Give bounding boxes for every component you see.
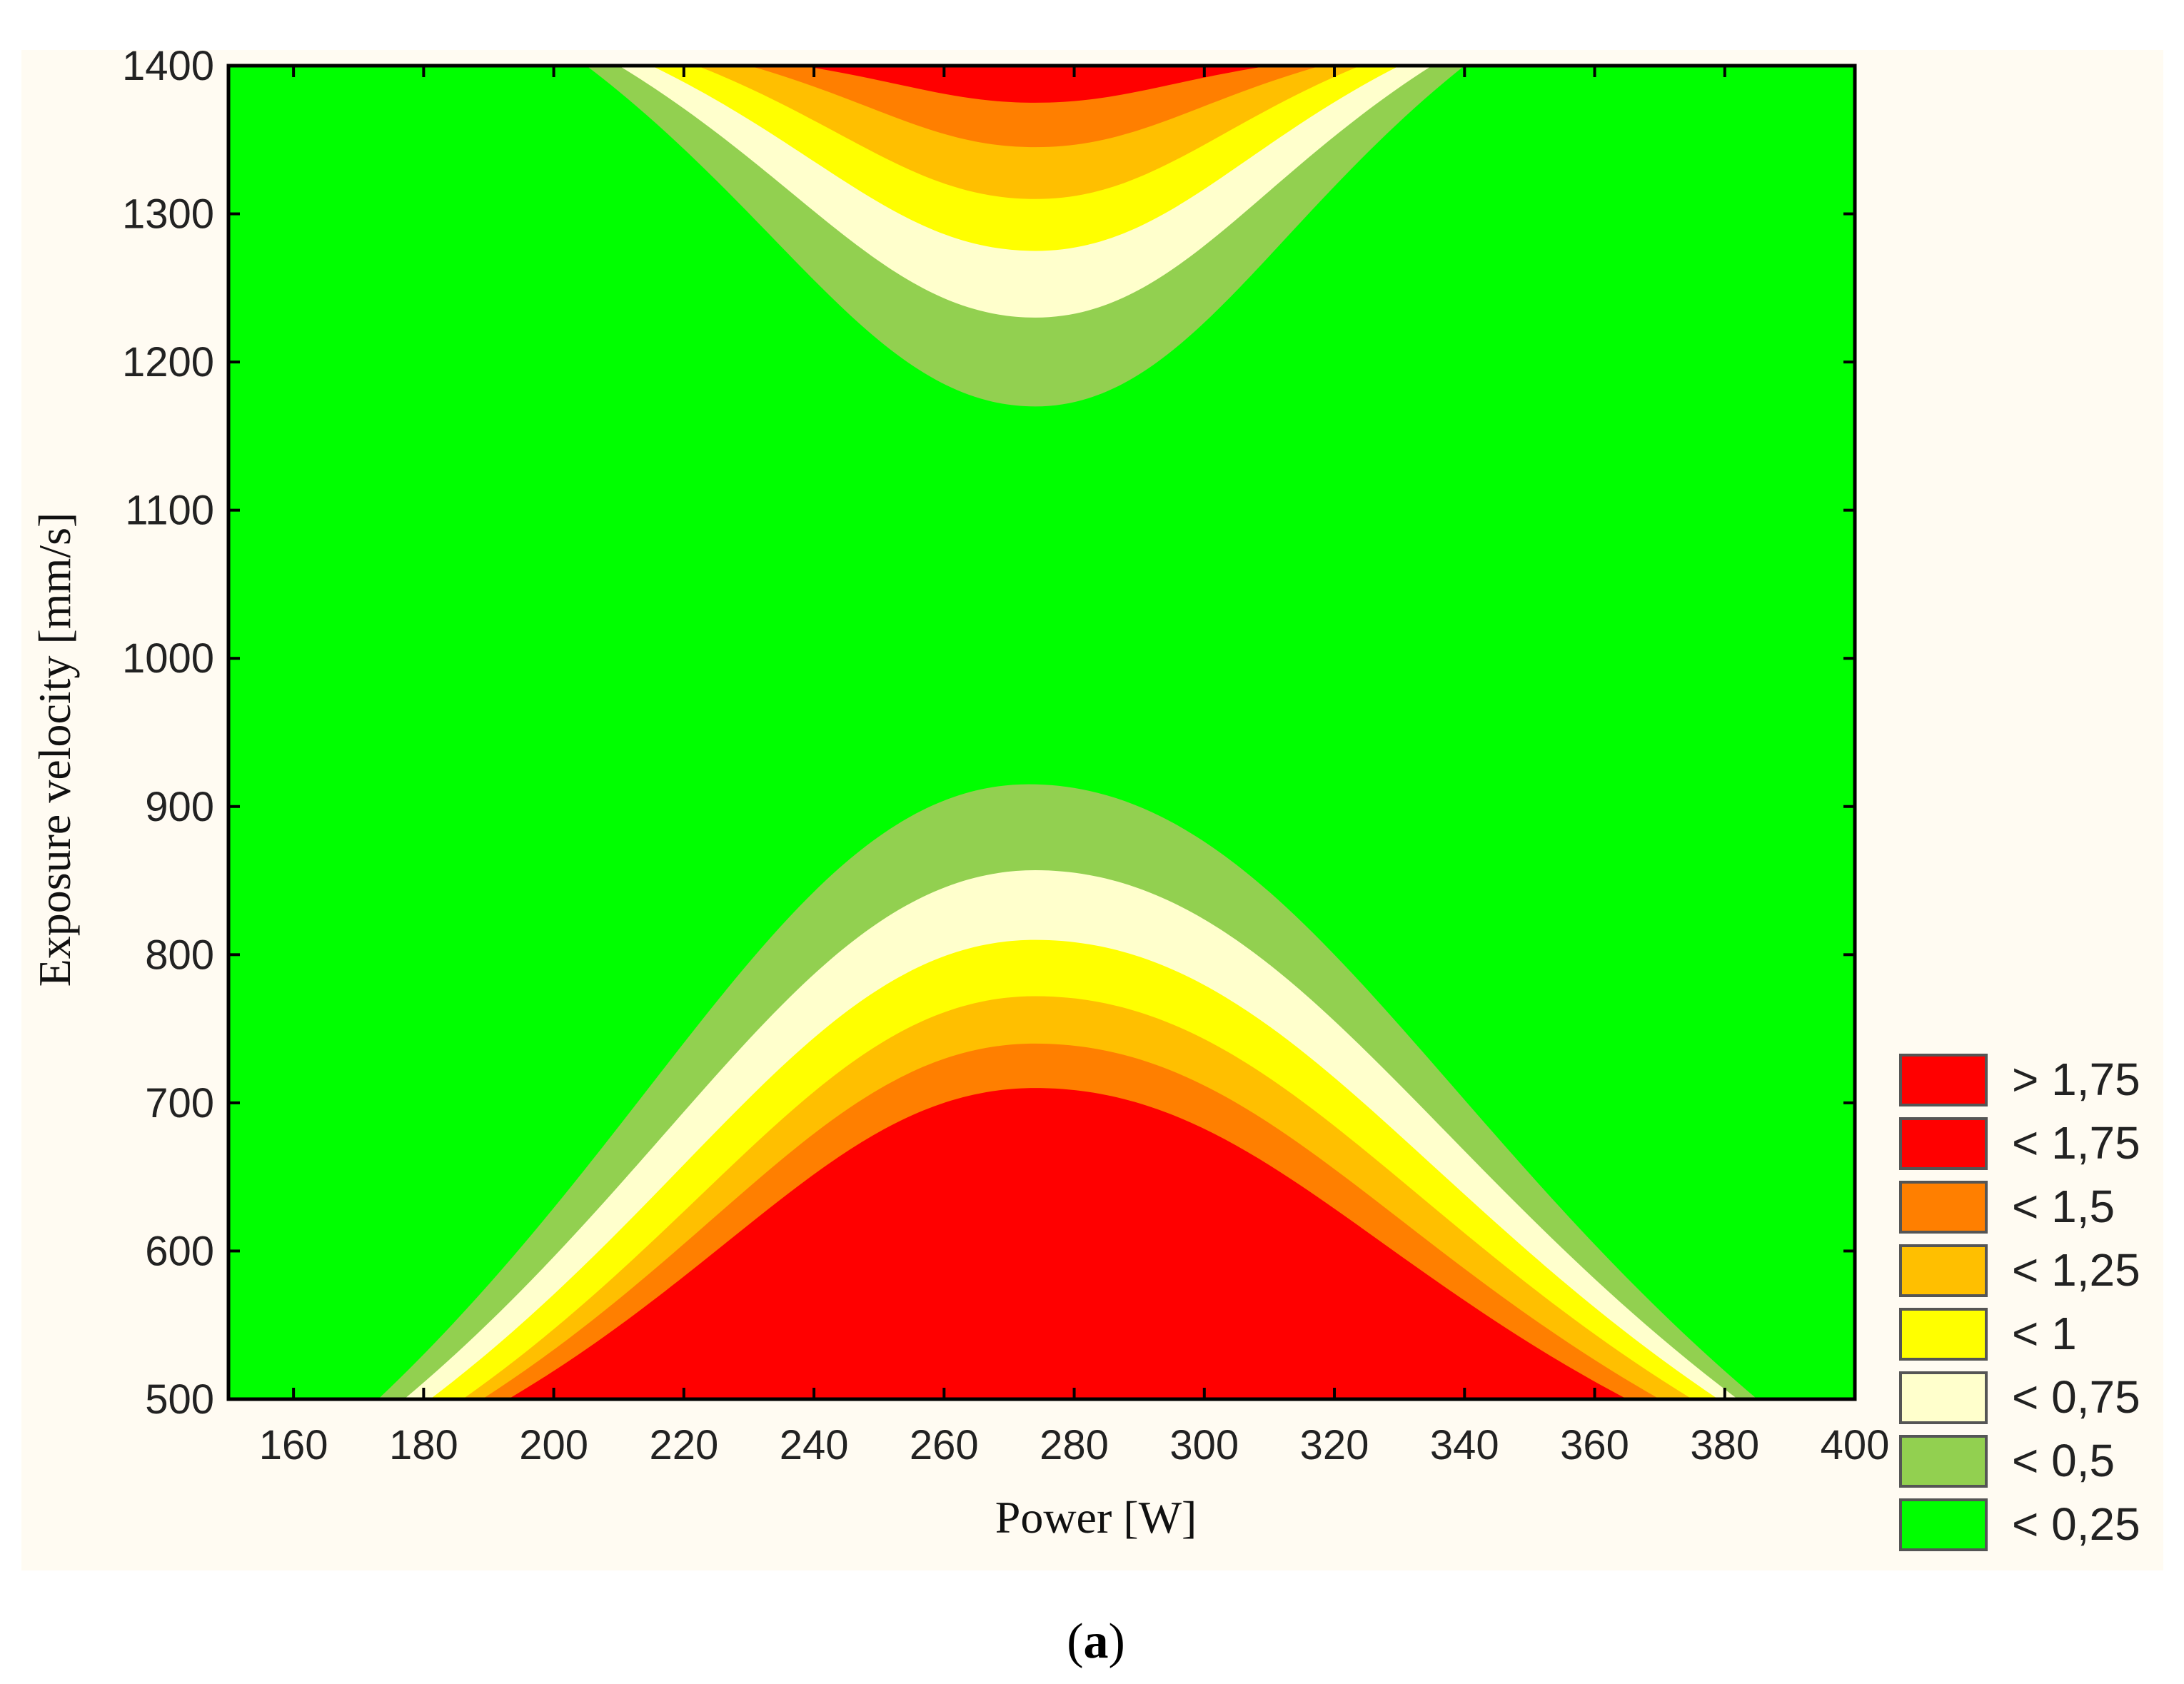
x-tick-label: 360: [1560, 1422, 1629, 1468]
x-tick-label: 240: [780, 1422, 849, 1468]
contour-region-bottom-6: [508, 1088, 1628, 1399]
y-tick-label: 800: [145, 932, 214, 978]
x-axis: 160 180 200 220 240 260 280 300 320 340 360 380 400: [259, 66, 1890, 1468]
x-tick-label: 160: [259, 1422, 328, 1468]
y-tick-label: 1400: [122, 43, 214, 89]
panel-label-close: ): [1109, 1614, 1125, 1669]
plot-frame: [226, 64, 1857, 1401]
legend-label: < 1,25: [2012, 1244, 2140, 1296]
legend-swatch: [1899, 1117, 1988, 1170]
legend-label: < 1,75: [2012, 1117, 2140, 1169]
x-tick-label: 340: [1430, 1422, 1499, 1468]
x-tick-label: 180: [389, 1422, 458, 1468]
x-tick-label: 280: [1040, 1422, 1109, 1468]
x-tick-label: 320: [1300, 1422, 1369, 1468]
contour-region-top-12: [800, 66, 1269, 103]
legend-swatch: [1899, 1498, 1988, 1551]
x-tick-label: 200: [519, 1422, 588, 1468]
contour-regions: [378, 66, 1758, 1399]
y-axis: 500 600 700 800 900 1000 1100 1200 1300 1400: [122, 43, 1855, 1423]
legend-swatch: [1899, 1181, 1988, 1234]
panel-label-letter: a: [1084, 1614, 1109, 1669]
legend-label: > 1,75: [2012, 1054, 2140, 1105]
contour-region-top-11: [748, 66, 1322, 148]
legend-swatch: [1899, 1435, 1988, 1488]
y-tick-label: 1200: [122, 339, 214, 385]
y-tick-label: 600: [145, 1228, 214, 1274]
legend-swatch: [1899, 1054, 1988, 1106]
y-tick-label: 900: [145, 784, 214, 830]
y-tick-label: 700: [145, 1080, 214, 1126]
legend-label: < 1: [2012, 1308, 2077, 1359]
legend-swatch: [1899, 1308, 1988, 1361]
plot-area: [226, 64, 1857, 1401]
legend-label: < 0,25: [2012, 1498, 2140, 1550]
y-tick-label: 1000: [122, 635, 214, 682]
legend-swatch: [1899, 1371, 1988, 1424]
panel-label-open: (: [1067, 1614, 1083, 1669]
y-axis-title: Exposure velocity [mm/s]: [29, 513, 80, 987]
x-tick-label: 380: [1690, 1422, 1759, 1468]
legend-label: < 1,5: [2012, 1181, 2115, 1232]
y-tick-label: 1100: [125, 488, 214, 534]
legend-label: < 0,75: [2012, 1371, 2140, 1423]
y-tick-label: 1300: [122, 191, 214, 238]
legend-label: < 0,5: [2012, 1435, 2115, 1486]
x-axis-title: Power [W]: [995, 1492, 1197, 1543]
x-tick-label: 300: [1169, 1422, 1239, 1468]
legend: > 1,75 < 1,75 < 1,5 < 1,25 < 1 < 0,75 < 0,5 < 0…: [1899, 1054, 2140, 1551]
x-tick-label: 400: [1821, 1422, 1890, 1468]
y-tick-label: 500: [145, 1376, 214, 1423]
x-tick-label: 260: [910, 1422, 979, 1468]
panel-label: (a): [1067, 1614, 1125, 1669]
legend-swatch: [1899, 1244, 1988, 1297]
x-tick-label: 220: [649, 1422, 718, 1468]
